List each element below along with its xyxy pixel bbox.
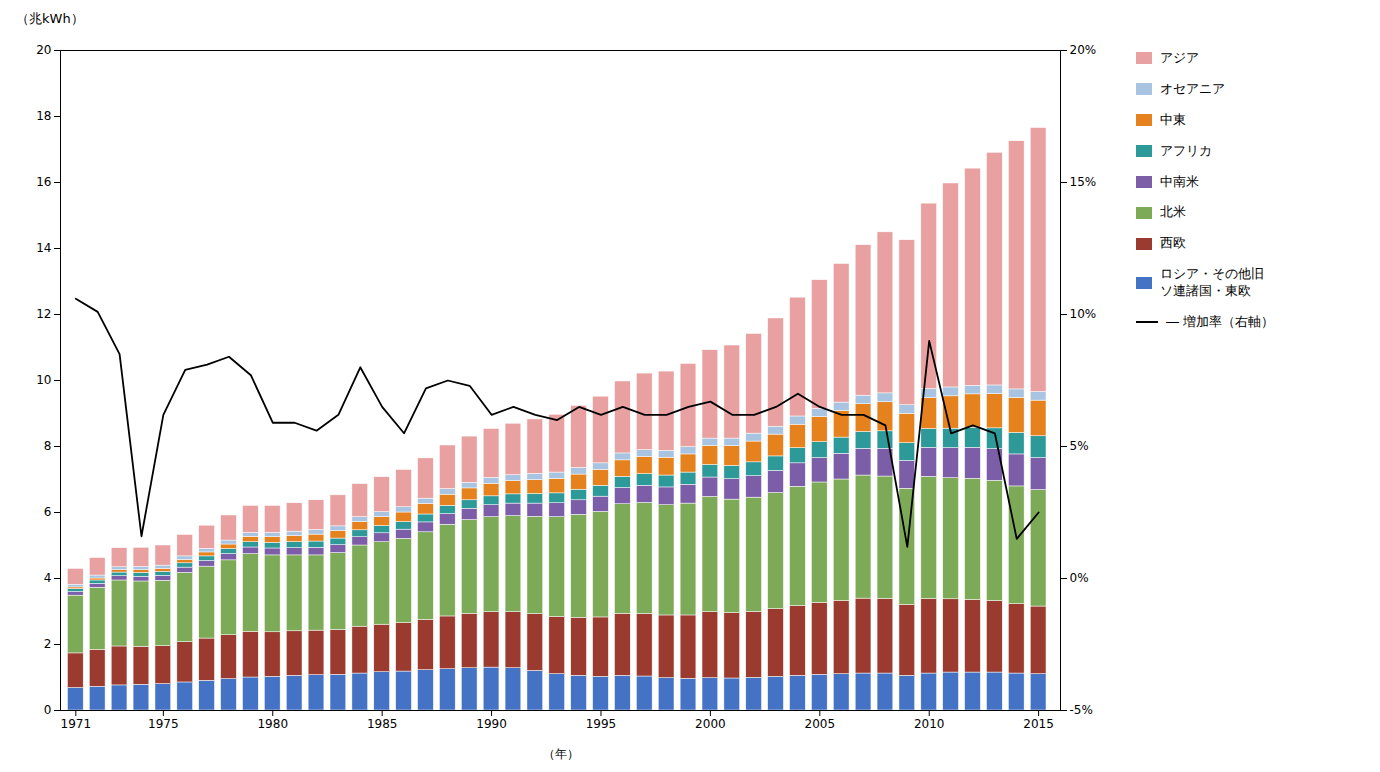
svg-text:1971: 1971 bbox=[61, 717, 92, 731]
html-text:― 増加率（右軸）: ― 増加率（右軸） bbox=[1166, 314, 1275, 329]
svg-text:10: 10 bbox=[36, 373, 51, 387]
html-text:オセアニア: オセアニア bbox=[1160, 80, 1225, 96]
svg-text:6: 6 bbox=[44, 505, 52, 519]
svg-text:18: 18 bbox=[36, 109, 51, 123]
svg-text:2000: 2000 bbox=[695, 717, 726, 731]
svg-text:2005: 2005 bbox=[805, 717, 836, 731]
svg-text:1985: 1985 bbox=[367, 717, 398, 731]
html-text:（兆kWh）: （兆kWh） bbox=[16, 11, 84, 26]
html-text:中東: 中東 bbox=[1160, 111, 1186, 127]
svg-text:20%: 20% bbox=[1070, 43, 1097, 57]
svg-text:2010: 2010 bbox=[914, 717, 945, 731]
svg-text:5%: 5% bbox=[1070, 439, 1089, 453]
html-text:アジア: アジア bbox=[1160, 50, 1199, 65]
svg-text:（年）: （年） bbox=[543, 747, 579, 761]
svg-text:8: 8 bbox=[44, 439, 52, 453]
svg-text:1995: 1995 bbox=[586, 717, 617, 731]
html-text:中南米: 中南米 bbox=[1160, 173, 1199, 189]
html-text:アフリカ: アフリカ bbox=[1160, 142, 1212, 158]
svg-text:16: 16 bbox=[36, 175, 51, 189]
svg-text:10%: 10% bbox=[1070, 307, 1097, 321]
svg-text:14: 14 bbox=[36, 241, 51, 255]
svg-text:15%: 15% bbox=[1070, 175, 1097, 189]
svg-text:12: 12 bbox=[36, 307, 51, 321]
svg-text:0: 0 bbox=[44, 703, 52, 717]
svg-text:20: 20 bbox=[36, 43, 51, 57]
html-text:ロシア・その他旧 ソ連諸国・東欧: ロシア・その他旧 ソ連諸国・東欧 bbox=[1160, 266, 1264, 299]
svg-text:2: 2 bbox=[44, 637, 52, 651]
svg-text:1990: 1990 bbox=[476, 717, 507, 731]
svg-text:-5%: -5% bbox=[1070, 703, 1093, 717]
svg-text:2015: 2015 bbox=[1023, 717, 1054, 731]
svg-text:0%: 0% bbox=[1070, 571, 1089, 585]
html-text:北米: 北米 bbox=[1160, 204, 1186, 220]
svg-text:1980: 1980 bbox=[257, 717, 288, 731]
html-text:西欧: 西欧 bbox=[1160, 235, 1186, 251]
svg-text:4: 4 bbox=[44, 571, 52, 585]
svg-text:1975: 1975 bbox=[148, 717, 179, 731]
